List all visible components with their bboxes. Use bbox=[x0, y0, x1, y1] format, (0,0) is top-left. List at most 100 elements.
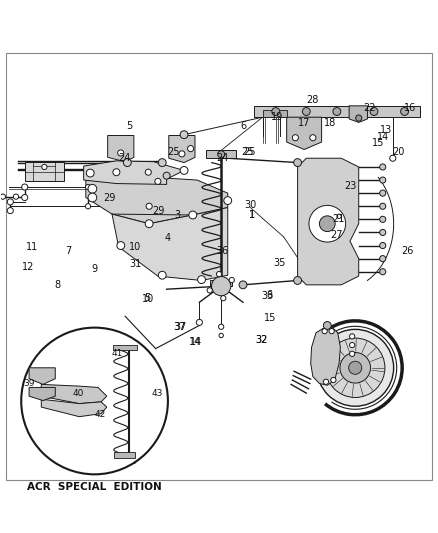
Text: 25: 25 bbox=[244, 147, 256, 157]
Circle shape bbox=[239, 281, 247, 289]
Circle shape bbox=[325, 338, 385, 398]
Text: 37: 37 bbox=[174, 322, 187, 332]
Text: 21: 21 bbox=[332, 214, 344, 224]
Text: 11: 11 bbox=[26, 242, 39, 252]
Circle shape bbox=[323, 379, 328, 384]
Circle shape bbox=[77, 408, 82, 413]
Text: 10: 10 bbox=[129, 242, 141, 252]
Circle shape bbox=[101, 390, 106, 395]
Polygon shape bbox=[108, 135, 134, 161]
Polygon shape bbox=[114, 453, 135, 458]
Text: 14: 14 bbox=[189, 337, 201, 346]
Circle shape bbox=[212, 277, 231, 296]
Text: 39: 39 bbox=[23, 379, 35, 388]
Circle shape bbox=[302, 108, 310, 116]
Circle shape bbox=[118, 150, 124, 156]
Text: 15: 15 bbox=[372, 139, 385, 148]
Circle shape bbox=[46, 370, 51, 376]
Circle shape bbox=[117, 241, 125, 249]
Text: 3: 3 bbox=[174, 210, 180, 220]
Polygon shape bbox=[263, 110, 287, 117]
Text: 25: 25 bbox=[242, 147, 254, 157]
Text: 17: 17 bbox=[298, 118, 311, 128]
Circle shape bbox=[323, 321, 331, 329]
Circle shape bbox=[198, 276, 205, 284]
Circle shape bbox=[219, 333, 223, 338]
Circle shape bbox=[21, 195, 28, 200]
Circle shape bbox=[219, 324, 224, 329]
Circle shape bbox=[33, 391, 38, 395]
Circle shape bbox=[292, 135, 298, 141]
Text: 10: 10 bbox=[142, 294, 154, 304]
Text: 29: 29 bbox=[103, 192, 115, 203]
Circle shape bbox=[85, 184, 91, 190]
Circle shape bbox=[370, 108, 378, 116]
Text: 7: 7 bbox=[65, 246, 71, 256]
Circle shape bbox=[380, 229, 386, 236]
Polygon shape bbox=[210, 280, 232, 286]
Circle shape bbox=[180, 166, 188, 174]
Polygon shape bbox=[112, 207, 228, 280]
Circle shape bbox=[350, 351, 355, 357]
Circle shape bbox=[124, 159, 131, 166]
Circle shape bbox=[333, 108, 341, 116]
Circle shape bbox=[145, 220, 153, 228]
Text: 28: 28 bbox=[307, 95, 319, 104]
Circle shape bbox=[380, 243, 386, 248]
Text: 41: 41 bbox=[112, 349, 124, 358]
Circle shape bbox=[85, 204, 91, 209]
Circle shape bbox=[380, 164, 386, 170]
Circle shape bbox=[349, 361, 362, 374]
Circle shape bbox=[293, 277, 301, 285]
Text: 1: 1 bbox=[249, 210, 255, 220]
Circle shape bbox=[88, 184, 97, 193]
Text: 12: 12 bbox=[22, 262, 35, 272]
Text: 40: 40 bbox=[73, 390, 84, 399]
Polygon shape bbox=[86, 177, 228, 224]
Circle shape bbox=[272, 108, 280, 116]
Circle shape bbox=[158, 159, 166, 166]
Circle shape bbox=[187, 146, 194, 152]
Text: 36: 36 bbox=[216, 246, 229, 256]
Polygon shape bbox=[29, 387, 55, 400]
Text: 24: 24 bbox=[216, 153, 228, 163]
Circle shape bbox=[380, 269, 386, 275]
Circle shape bbox=[309, 205, 346, 242]
Circle shape bbox=[380, 190, 386, 196]
Text: 15: 15 bbox=[264, 312, 277, 322]
Text: 5: 5 bbox=[144, 293, 150, 303]
Text: 22: 22 bbox=[364, 103, 376, 114]
Circle shape bbox=[329, 328, 334, 334]
Text: 19: 19 bbox=[271, 112, 283, 122]
Circle shape bbox=[42, 164, 47, 169]
Text: 13: 13 bbox=[380, 125, 392, 135]
Text: ACR  SPECIAL  EDITION: ACR SPECIAL EDITION bbox=[27, 482, 162, 492]
Circle shape bbox=[179, 151, 185, 157]
Circle shape bbox=[224, 197, 232, 205]
Text: 20: 20 bbox=[393, 147, 405, 157]
Polygon shape bbox=[29, 368, 55, 384]
Circle shape bbox=[189, 211, 197, 219]
Circle shape bbox=[350, 334, 355, 339]
Text: 14: 14 bbox=[377, 132, 389, 142]
Polygon shape bbox=[113, 345, 138, 350]
Text: 42: 42 bbox=[95, 409, 106, 418]
Circle shape bbox=[356, 115, 362, 121]
Circle shape bbox=[331, 377, 336, 383]
Circle shape bbox=[86, 169, 94, 177]
Circle shape bbox=[380, 216, 386, 222]
Polygon shape bbox=[84, 161, 184, 184]
Circle shape bbox=[33, 370, 38, 376]
Circle shape bbox=[42, 401, 46, 406]
Circle shape bbox=[158, 271, 166, 279]
Circle shape bbox=[180, 131, 188, 139]
Text: 32: 32 bbox=[256, 335, 268, 345]
Text: 4: 4 bbox=[165, 233, 171, 243]
Circle shape bbox=[340, 352, 371, 383]
Text: 8: 8 bbox=[54, 280, 60, 290]
Text: 16: 16 bbox=[404, 103, 417, 114]
Circle shape bbox=[99, 400, 107, 408]
Circle shape bbox=[77, 392, 82, 398]
Circle shape bbox=[380, 203, 386, 209]
Polygon shape bbox=[25, 161, 64, 181]
